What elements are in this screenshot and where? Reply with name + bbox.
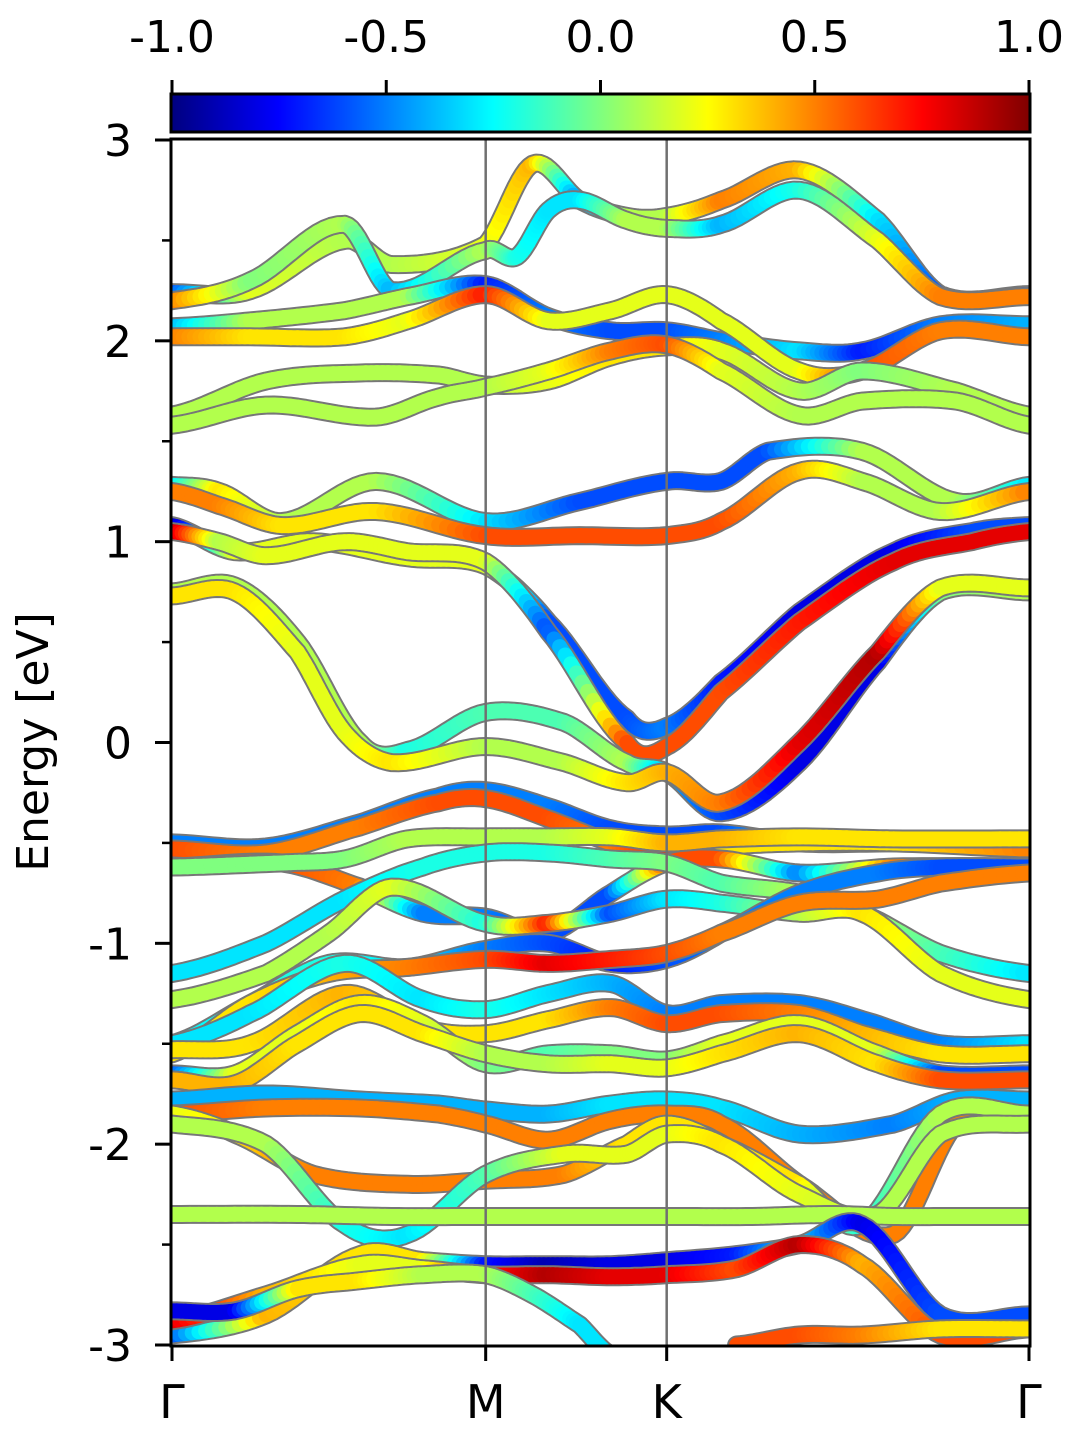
colorbar-gradient [169, 92, 1032, 134]
band-12 [172, 573, 1029, 813]
colorbar: -1.0 -0.5 0.0 0.5 1.0 [129, 12, 1064, 134]
band-lines [172, 153, 1029, 1345]
colorbar-tick-label: 1.0 [994, 12, 1064, 63]
band-21 [172, 953, 1029, 1055]
colorbar-tick-label: 0.0 [566, 12, 636, 63]
band-24 [172, 1004, 1029, 1096]
band-segment [1015, 965, 1029, 981]
band-8 [172, 459, 1029, 547]
band-16 [172, 826, 1029, 877]
colorbar-tick-label: -0.5 [343, 12, 429, 63]
band-10 [172, 522, 1029, 765]
colorbar-tick-label: -1.0 [129, 12, 215, 63]
band-4 [172, 285, 1029, 387]
band-29 [172, 1204, 1029, 1227]
band-segment [1016, 416, 1029, 433]
band-segment [1016, 406, 1029, 423]
colorbar-ticks: -1.0 -0.5 0.0 0.5 1.0 [129, 12, 1064, 94]
colorbar-tick-label: 0.5 [780, 12, 850, 63]
band-segment [1015, 991, 1029, 1008]
band-segment [1015, 484, 1029, 500]
